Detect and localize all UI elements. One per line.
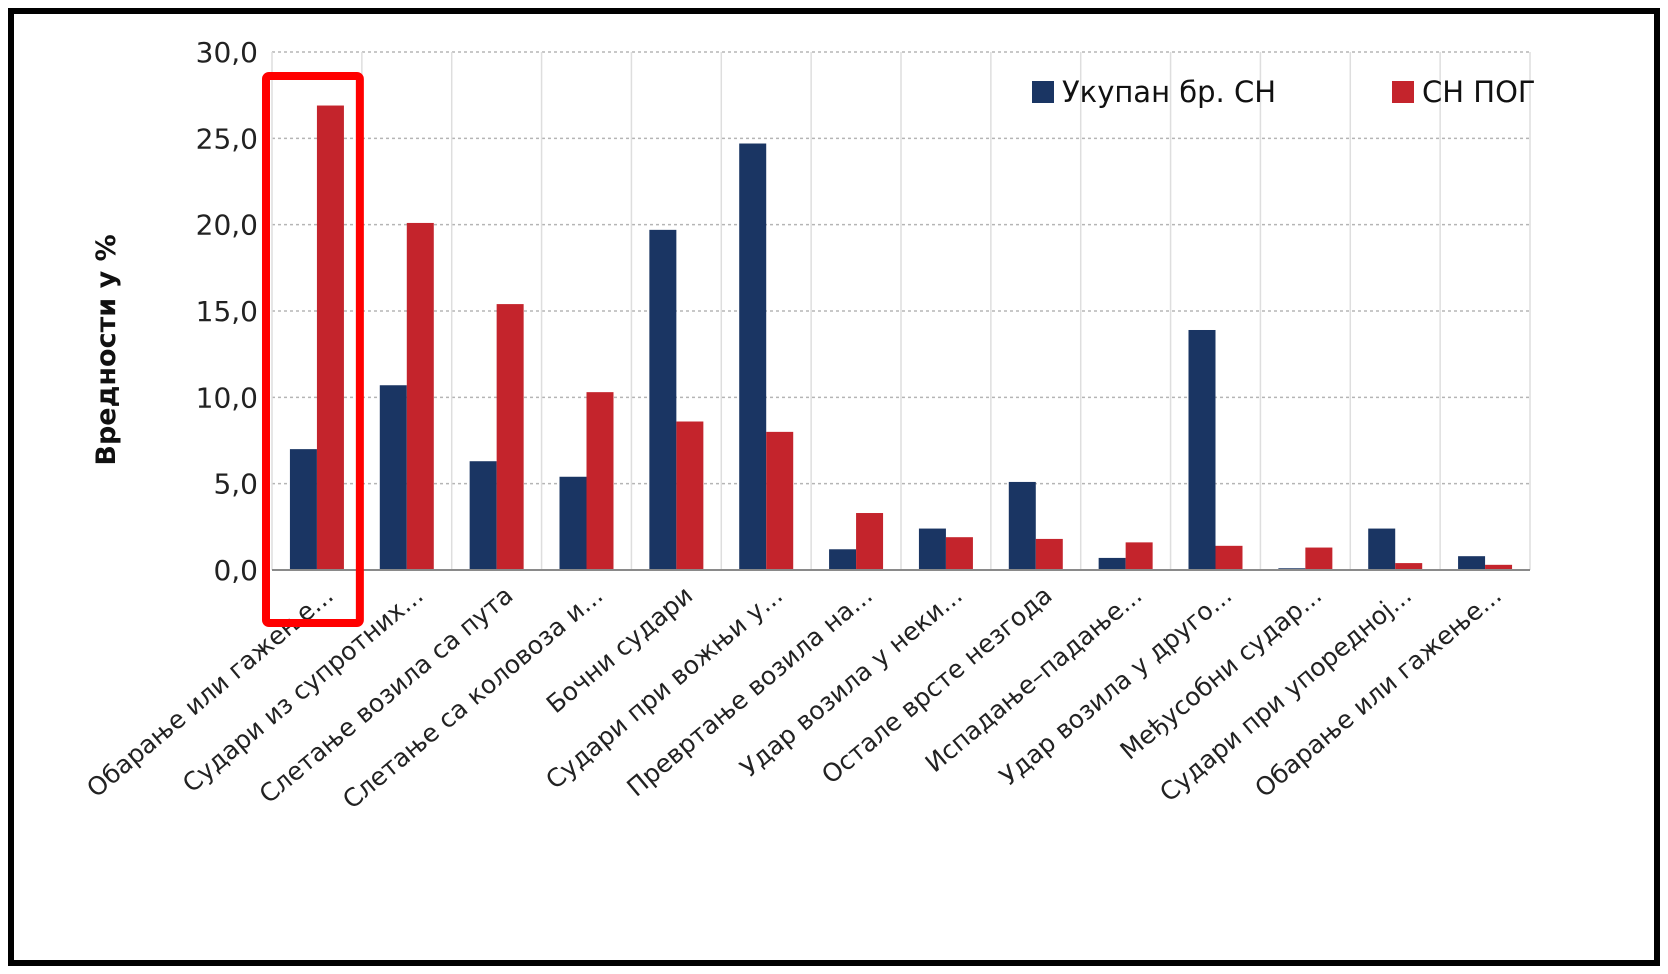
y-axis-ticks: 0,0 5,0 10,0 15,0 20,0 25,0 30,0	[196, 36, 258, 587]
legend-swatch	[1392, 81, 1414, 103]
bar-pog	[1395, 563, 1423, 570]
bar-total	[918, 528, 946, 570]
bar-pog	[945, 537, 973, 570]
legend-label: Укупан бр. СН	[1062, 75, 1276, 109]
highlight-rectangle	[262, 72, 364, 627]
bar-pog	[406, 222, 434, 570]
highlight-box	[262, 72, 364, 627]
bar-pog	[1035, 538, 1063, 570]
y-tick-label: 0,0	[213, 554, 258, 587]
grid-lines	[271, 51, 1531, 570]
bar-total	[379, 385, 407, 570]
x-axis-categories: Обарање или гажење...Судари из супротних…	[81, 580, 1507, 814]
bar-total	[739, 143, 767, 570]
bar-pog	[1125, 542, 1153, 570]
bars	[289, 105, 1513, 570]
bar-pog	[586, 392, 614, 570]
legend-label: СН ПОГ	[1422, 75, 1536, 109]
bar-total	[469, 461, 497, 570]
legend: Укупан бр. СН СН ПОГ	[1032, 75, 1536, 109]
y-tick-label: 30,0	[196, 36, 258, 69]
y-axis-label: Вредности у %	[91, 234, 122, 465]
bar-pog	[316, 105, 344, 570]
bar-total	[1098, 557, 1126, 570]
chart-frame	[8, 8, 1660, 966]
y-tick-label: 25,0	[196, 122, 258, 155]
bar-total	[1008, 481, 1036, 570]
bar-total	[1458, 556, 1486, 570]
bar-pog	[1485, 564, 1513, 570]
bar-total	[1188, 329, 1216, 570]
bar-pog	[856, 513, 884, 570]
legend-swatch	[1032, 81, 1054, 103]
bar-pog	[766, 431, 794, 570]
bar-total	[1368, 528, 1396, 570]
bar-total	[649, 229, 677, 570]
bar-pog	[1215, 545, 1243, 570]
bar-total	[829, 549, 857, 570]
bar-total	[559, 476, 587, 570]
bar-pog	[1305, 547, 1333, 570]
y-tick-label: 20,0	[196, 209, 258, 242]
y-tick-label: 15,0	[196, 295, 258, 328]
bar-pog	[496, 304, 524, 570]
bar-total	[289, 449, 317, 570]
bar-pog	[676, 421, 704, 570]
y-tick-label: 5,0	[213, 468, 258, 501]
y-tick-label: 10,0	[196, 381, 258, 414]
